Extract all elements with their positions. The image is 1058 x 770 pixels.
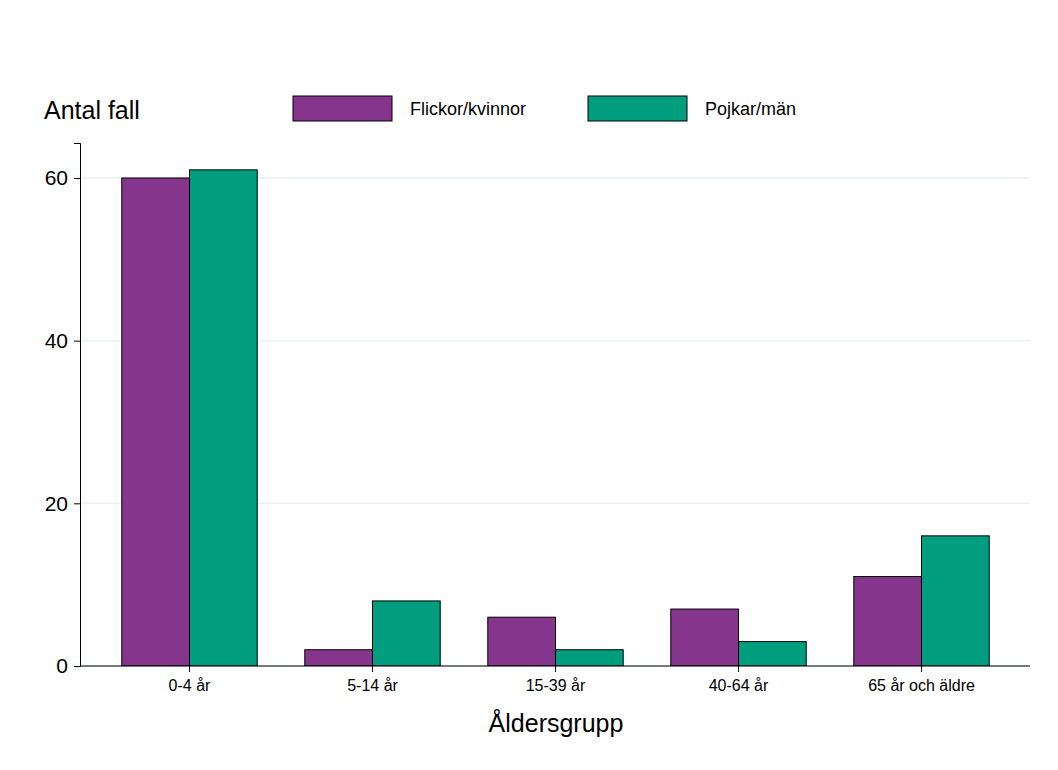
x-tick-label: 15-39 år bbox=[526, 677, 586, 694]
y-tick-mark bbox=[74, 178, 80, 179]
x-tick-mark bbox=[372, 666, 373, 672]
x-tick-label: 0-4 år bbox=[169, 677, 211, 694]
x-tick-mark bbox=[189, 666, 190, 672]
chart: 0 20 40 60 0-4 år 5-14 år 15-39 år 40-64 år 65 å… bbox=[0, 0, 1058, 770]
y-tick-label: 40 bbox=[45, 329, 68, 352]
x-tick-label: 5-14 år bbox=[347, 677, 398, 694]
bars bbox=[122, 170, 989, 666]
bar bbox=[373, 601, 441, 666]
legend-label: Pojkar/män bbox=[705, 99, 796, 119]
x-tick: 15-39 år bbox=[526, 666, 586, 694]
x-tick: 0-4 år bbox=[169, 666, 211, 694]
y-tick-mark bbox=[74, 666, 80, 667]
x-axis: 0-4 år 5-14 år 15-39 år 40-64 år 65 år och ä… bbox=[80, 666, 1030, 694]
bar bbox=[671, 609, 739, 666]
bar bbox=[122, 178, 190, 666]
x-axis-title: Åldersgrupp bbox=[489, 708, 624, 737]
legend: Flickor/kvinnor Pojkar/män bbox=[293, 96, 796, 121]
x-tick-label: 65 år och äldre bbox=[868, 677, 975, 694]
bar bbox=[305, 650, 373, 666]
bar bbox=[556, 650, 624, 666]
y-axis-title: Antal fall bbox=[44, 96, 140, 124]
x-tick: 65 år och äldre bbox=[868, 666, 975, 694]
bar bbox=[488, 617, 556, 666]
y-tick-mark bbox=[74, 341, 80, 342]
y-tick: 0 bbox=[56, 654, 80, 677]
y-axis: 0 20 40 60 bbox=[45, 144, 81, 678]
x-tick-label: 40-64 år bbox=[709, 677, 769, 694]
bar bbox=[854, 577, 922, 666]
bar bbox=[190, 170, 258, 666]
y-tick-label: 60 bbox=[45, 166, 68, 189]
y-tick-label: 20 bbox=[45, 492, 68, 515]
bar bbox=[739, 642, 807, 666]
y-tick-label: 0 bbox=[56, 654, 68, 677]
bar bbox=[922, 536, 990, 666]
x-tick: 5-14 år bbox=[347, 666, 398, 694]
legend-swatch bbox=[293, 96, 392, 121]
x-tick: 40-64 år bbox=[709, 666, 769, 694]
y-tick: 40 bbox=[45, 329, 80, 352]
legend-swatch bbox=[588, 96, 687, 121]
y-tick: 60 bbox=[45, 166, 80, 189]
y-tick: 20 bbox=[45, 492, 80, 515]
y-axis-line bbox=[74, 144, 81, 667]
x-tick-mark bbox=[921, 666, 922, 672]
x-tick-mark bbox=[555, 666, 556, 672]
y-tick-mark bbox=[74, 503, 80, 504]
x-tick-mark bbox=[738, 666, 739, 672]
legend-label: Flickor/kvinnor bbox=[410, 99, 526, 119]
